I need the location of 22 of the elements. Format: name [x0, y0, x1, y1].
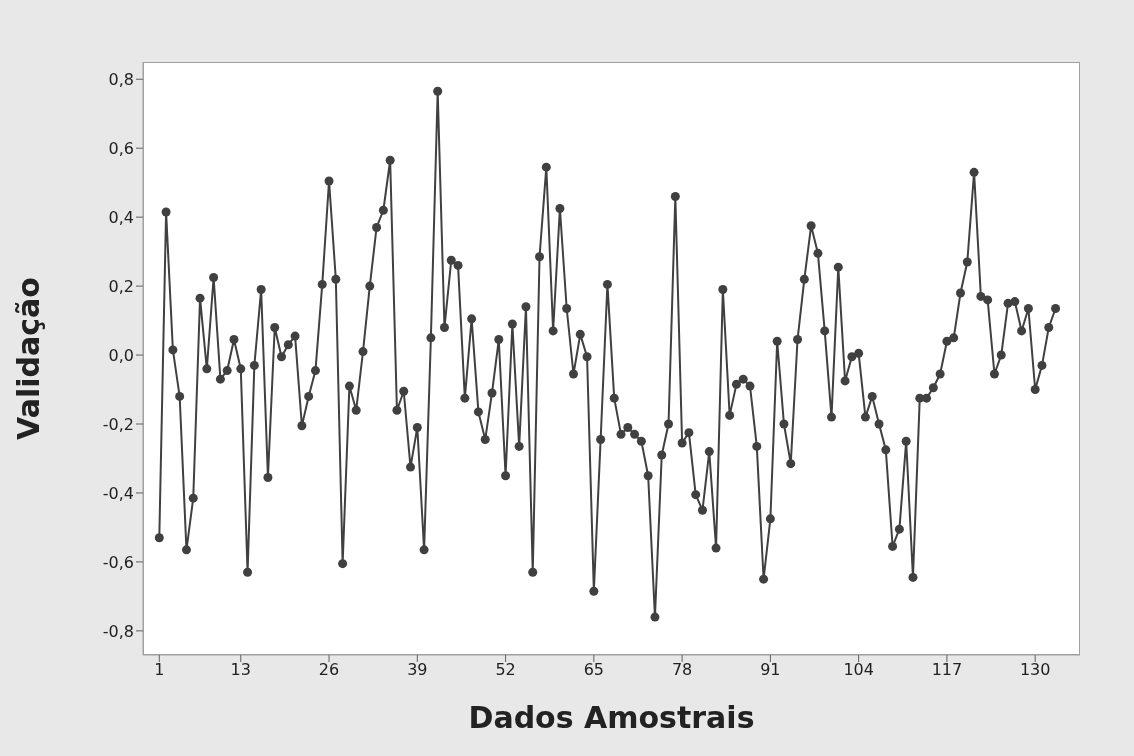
- x-tick-label: 130: [1019, 660, 1051, 680]
- y-tick-label: 0,4: [108, 207, 134, 227]
- y-tick-label: -0,2: [102, 414, 134, 434]
- x-tick-label: 78: [671, 660, 693, 680]
- y-tick-label: 0,8: [108, 69, 134, 89]
- x-tick-label: 26: [318, 660, 340, 680]
- x-tick-label: 65: [583, 660, 605, 680]
- y-tick-label: 0,2: [108, 276, 134, 296]
- y-axis-title: Validação: [10, 277, 46, 440]
- x-tick-label: 1: [154, 660, 165, 680]
- y-tick-label: 0,0: [108, 345, 134, 365]
- x-tick-label: 39: [407, 660, 428, 680]
- y-tick-label: 0,6: [108, 138, 134, 158]
- x-tick-label: 13: [230, 660, 251, 680]
- x-axis-title: Dados Amostrais: [468, 700, 755, 735]
- x-tick-label: 52: [495, 660, 516, 680]
- y-tick-label: -0,8: [102, 621, 134, 641]
- y-tick-label: -0,6: [102, 552, 134, 572]
- y-tick-label: -0,4: [102, 483, 134, 503]
- x-tick-label: 104: [843, 660, 874, 680]
- x-tick-label: 117: [931, 660, 963, 680]
- x-tick-label: 91: [760, 660, 781, 680]
